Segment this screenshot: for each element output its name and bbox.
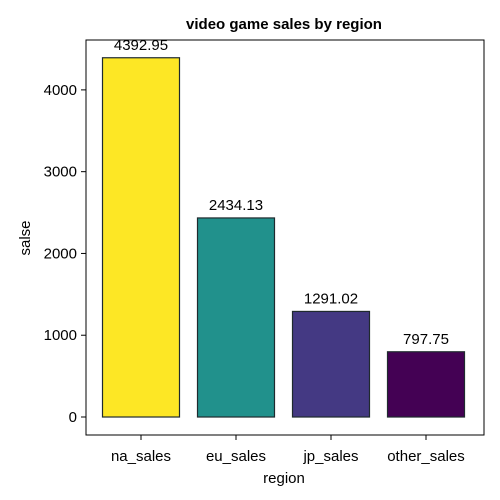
bar-jp-sales — [291, 310, 371, 418]
data-label-na-sales: 4392.95 — [114, 37, 168, 54]
x-tick-label: na_sales — [111, 448, 171, 465]
y-tick-label: 0 — [69, 409, 77, 426]
y-tick-label: 2000 — [44, 245, 77, 262]
data-label-jp-sales: 1291.02 — [304, 290, 358, 307]
bar-other-sales — [386, 351, 466, 418]
y-tick-label: 1000 — [44, 327, 77, 344]
data-label-eu-sales: 2434.13 — [209, 197, 263, 214]
y-axis: 0 1000 2000 3000 4000 — [44, 82, 86, 426]
x-tick-label: eu_sales — [206, 448, 266, 465]
plot-frame — [85, 39, 485, 436]
bars-layer: 4392.95 2434.13 1291.02 797.75 — [101, 37, 466, 418]
x-axis: na_sales eu_sales jp_sales other_sales — [111, 435, 465, 465]
x-tick-label: other_sales — [387, 448, 465, 465]
bar-na-sales — [101, 57, 181, 418]
data-label-other-sales: 797.75 — [403, 331, 449, 348]
chart-title: video game sales by region — [186, 16, 382, 33]
y-tick-label: 3000 — [44, 164, 77, 181]
y-axis-label: salse — [17, 220, 34, 255]
y-tick-label: 4000 — [44, 82, 77, 99]
x-axis-label: region — [263, 470, 305, 487]
x-tick-label: jp_sales — [302, 448, 358, 465]
bar-eu-sales — [196, 217, 276, 418]
